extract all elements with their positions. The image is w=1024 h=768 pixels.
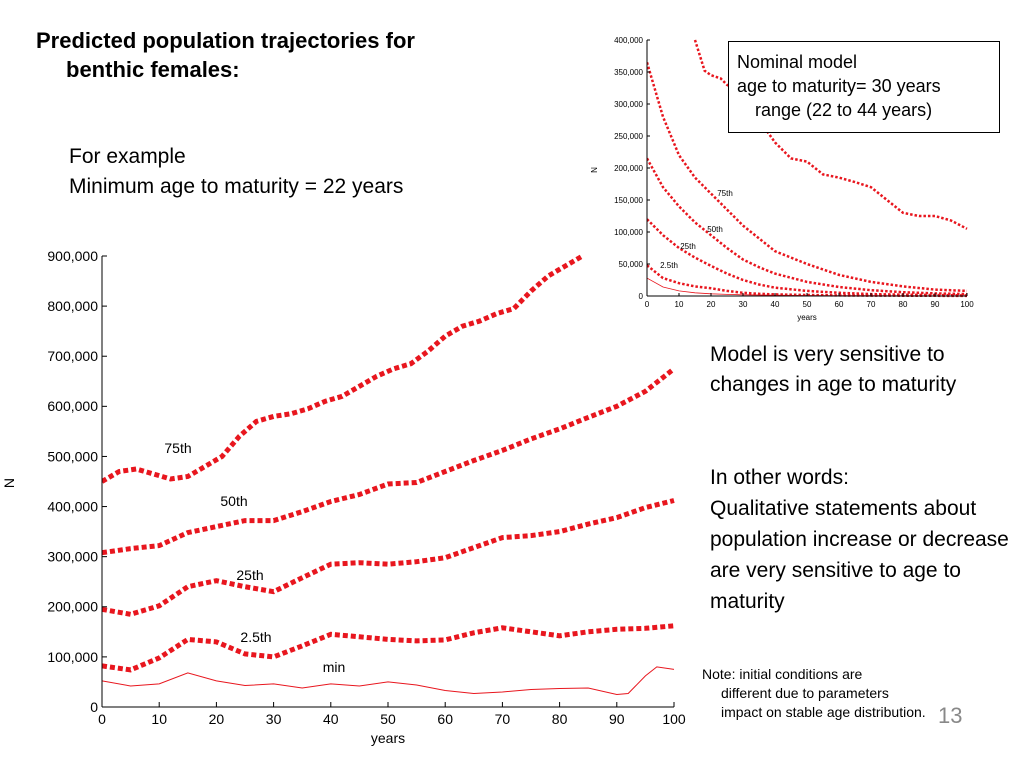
main-x-tick-label: 40 [323,711,339,727]
nominal-model-box: Nominal model age to maturity= 30 years … [728,41,1000,133]
inset-series-50th [647,157,968,296]
inset-x-tick-label: 80 [899,300,908,309]
main-y-tick-label: 700,000 [47,348,98,364]
inset-box-line-2: age to maturity= 30 years [737,76,941,96]
main-y-tick-label: 600,000 [47,398,98,414]
other-words-line-1: In other words: [710,466,849,489]
note-line-3: impact on stable age distribution. [721,704,926,720]
main-x-tick-label: 90 [609,711,625,727]
example-line-2: Minimum age to maturity = 22 years [69,175,404,198]
main-x-tick-label: 30 [266,711,282,727]
inset-y-tick-label: 300,000 [614,100,643,109]
main-y-tick-label: 0 [90,699,98,715]
main-population-chart: 0 10 20 30 40 50 60 70 80 90 1000100,000200,000300… [1,248,686,746]
main-x-tick-label: 20 [209,711,225,727]
inset-x-tick-label: 70 [867,300,876,309]
inset-y-tick-label: 350,000 [614,68,643,77]
example-line-1: For example [69,145,186,168]
main-y-axis-label: N [1,478,17,488]
inset-x-axis-label: years [797,313,817,322]
main-y-tick-label: 100,000 [47,649,98,665]
inset-x-tick-label: 20 [707,300,716,309]
example-text: For example Minimum age to maturity = 22… [69,142,403,202]
inset-x-tick-label: 0 [645,300,650,309]
note-line-1: Note: initial conditions are [702,666,863,682]
inset-annotation-2-5th: 2.5th [660,261,678,270]
main-y-tick-label: 200,000 [47,599,98,615]
main-series-25th [102,498,675,617]
inset-x-tick-label: 90 [931,300,940,309]
sensitivity-text: Model is very sensitive to changes in ag… [710,343,957,396]
inset-x-tick-label: 40 [771,300,780,309]
inset-series-2-5th [647,264,968,298]
main-annotation-75th: 75th [164,440,191,456]
inset-x-tick-label: 30 [739,300,748,309]
inset-box-line-1: Nominal model [737,52,858,72]
note-text: Note: initial conditions are different d… [702,665,926,722]
inset-y-tick-label: 0 [639,292,644,301]
main-y-tick-label: 800,000 [47,298,98,314]
inset-annotation-50th: 50th [707,225,723,234]
main-series-75th [102,254,584,484]
inset-x-tick-label: 50 [803,300,812,309]
inset-y-tick-label: 150,000 [614,196,643,205]
slide-number: 13 [938,703,963,728]
main-annotation-min: min [323,659,346,675]
inset-y-tick-label: 200,000 [614,164,643,173]
main-x-tick-label: 70 [495,711,511,727]
other-words-text: In other words: Qualitative statements a… [710,462,1010,617]
inset-series-75th [647,62,968,293]
inset-x-tick-label: 100 [960,300,974,309]
slide-title: Predicted population trajectories for be… [36,26,496,84]
main-annotation-2-5th: 2.5th [240,629,271,645]
main-series-2-5th [102,623,675,673]
main-annotation-50th: 50th [220,493,247,509]
inset-x-tick-label: 10 [675,300,684,309]
inset-annotation-25th: 25th [680,242,696,251]
title-line-2: benthic females: [66,57,240,82]
main-series-50th [102,366,676,556]
main-y-tick-label: 900,000 [47,248,98,264]
other-words-line-2: Qualitative statements about population … [710,497,1009,613]
main-x-tick-label: 10 [151,711,167,727]
inset-y-tick-label: 50,000 [619,260,644,269]
inset-series-25th [647,218,968,297]
inset-y-axis-label: N [590,167,599,173]
inset-y-tick-label: 250,000 [614,132,643,141]
main-x-tick-label: 60 [437,711,453,727]
inset-box-line-3: range (22 to 44 years) [755,100,933,120]
main-x-axis-label: years [371,730,405,746]
note-line-2: different due to parameters [721,685,889,701]
main-annotation-25th: 25th [236,567,263,583]
main-x-tick-label: 0 [98,711,106,727]
main-y-tick-label: 300,000 [47,549,98,565]
main-y-tick-label: 500,000 [47,448,98,464]
inset-y-tick-label: 100,000 [614,228,643,237]
main-x-tick-label: 80 [552,711,568,727]
main-x-tick-label: 50 [380,711,396,727]
inset-x-tick-label: 60 [835,300,844,309]
title-line-1: Predicted population trajectories for [36,28,415,53]
inset-annotation-75th: 75th [717,189,733,198]
inset-population-chart: 0 10 20 30 40 50 60 70 80 90 100 0 50,000 100,000 150,… [590,36,974,322]
inset-y-tick-label: 400,000 [614,36,643,45]
main-x-tick-label: 100 [662,711,686,727]
main-series-min [102,666,675,696]
main-y-tick-label: 400,000 [47,498,98,514]
